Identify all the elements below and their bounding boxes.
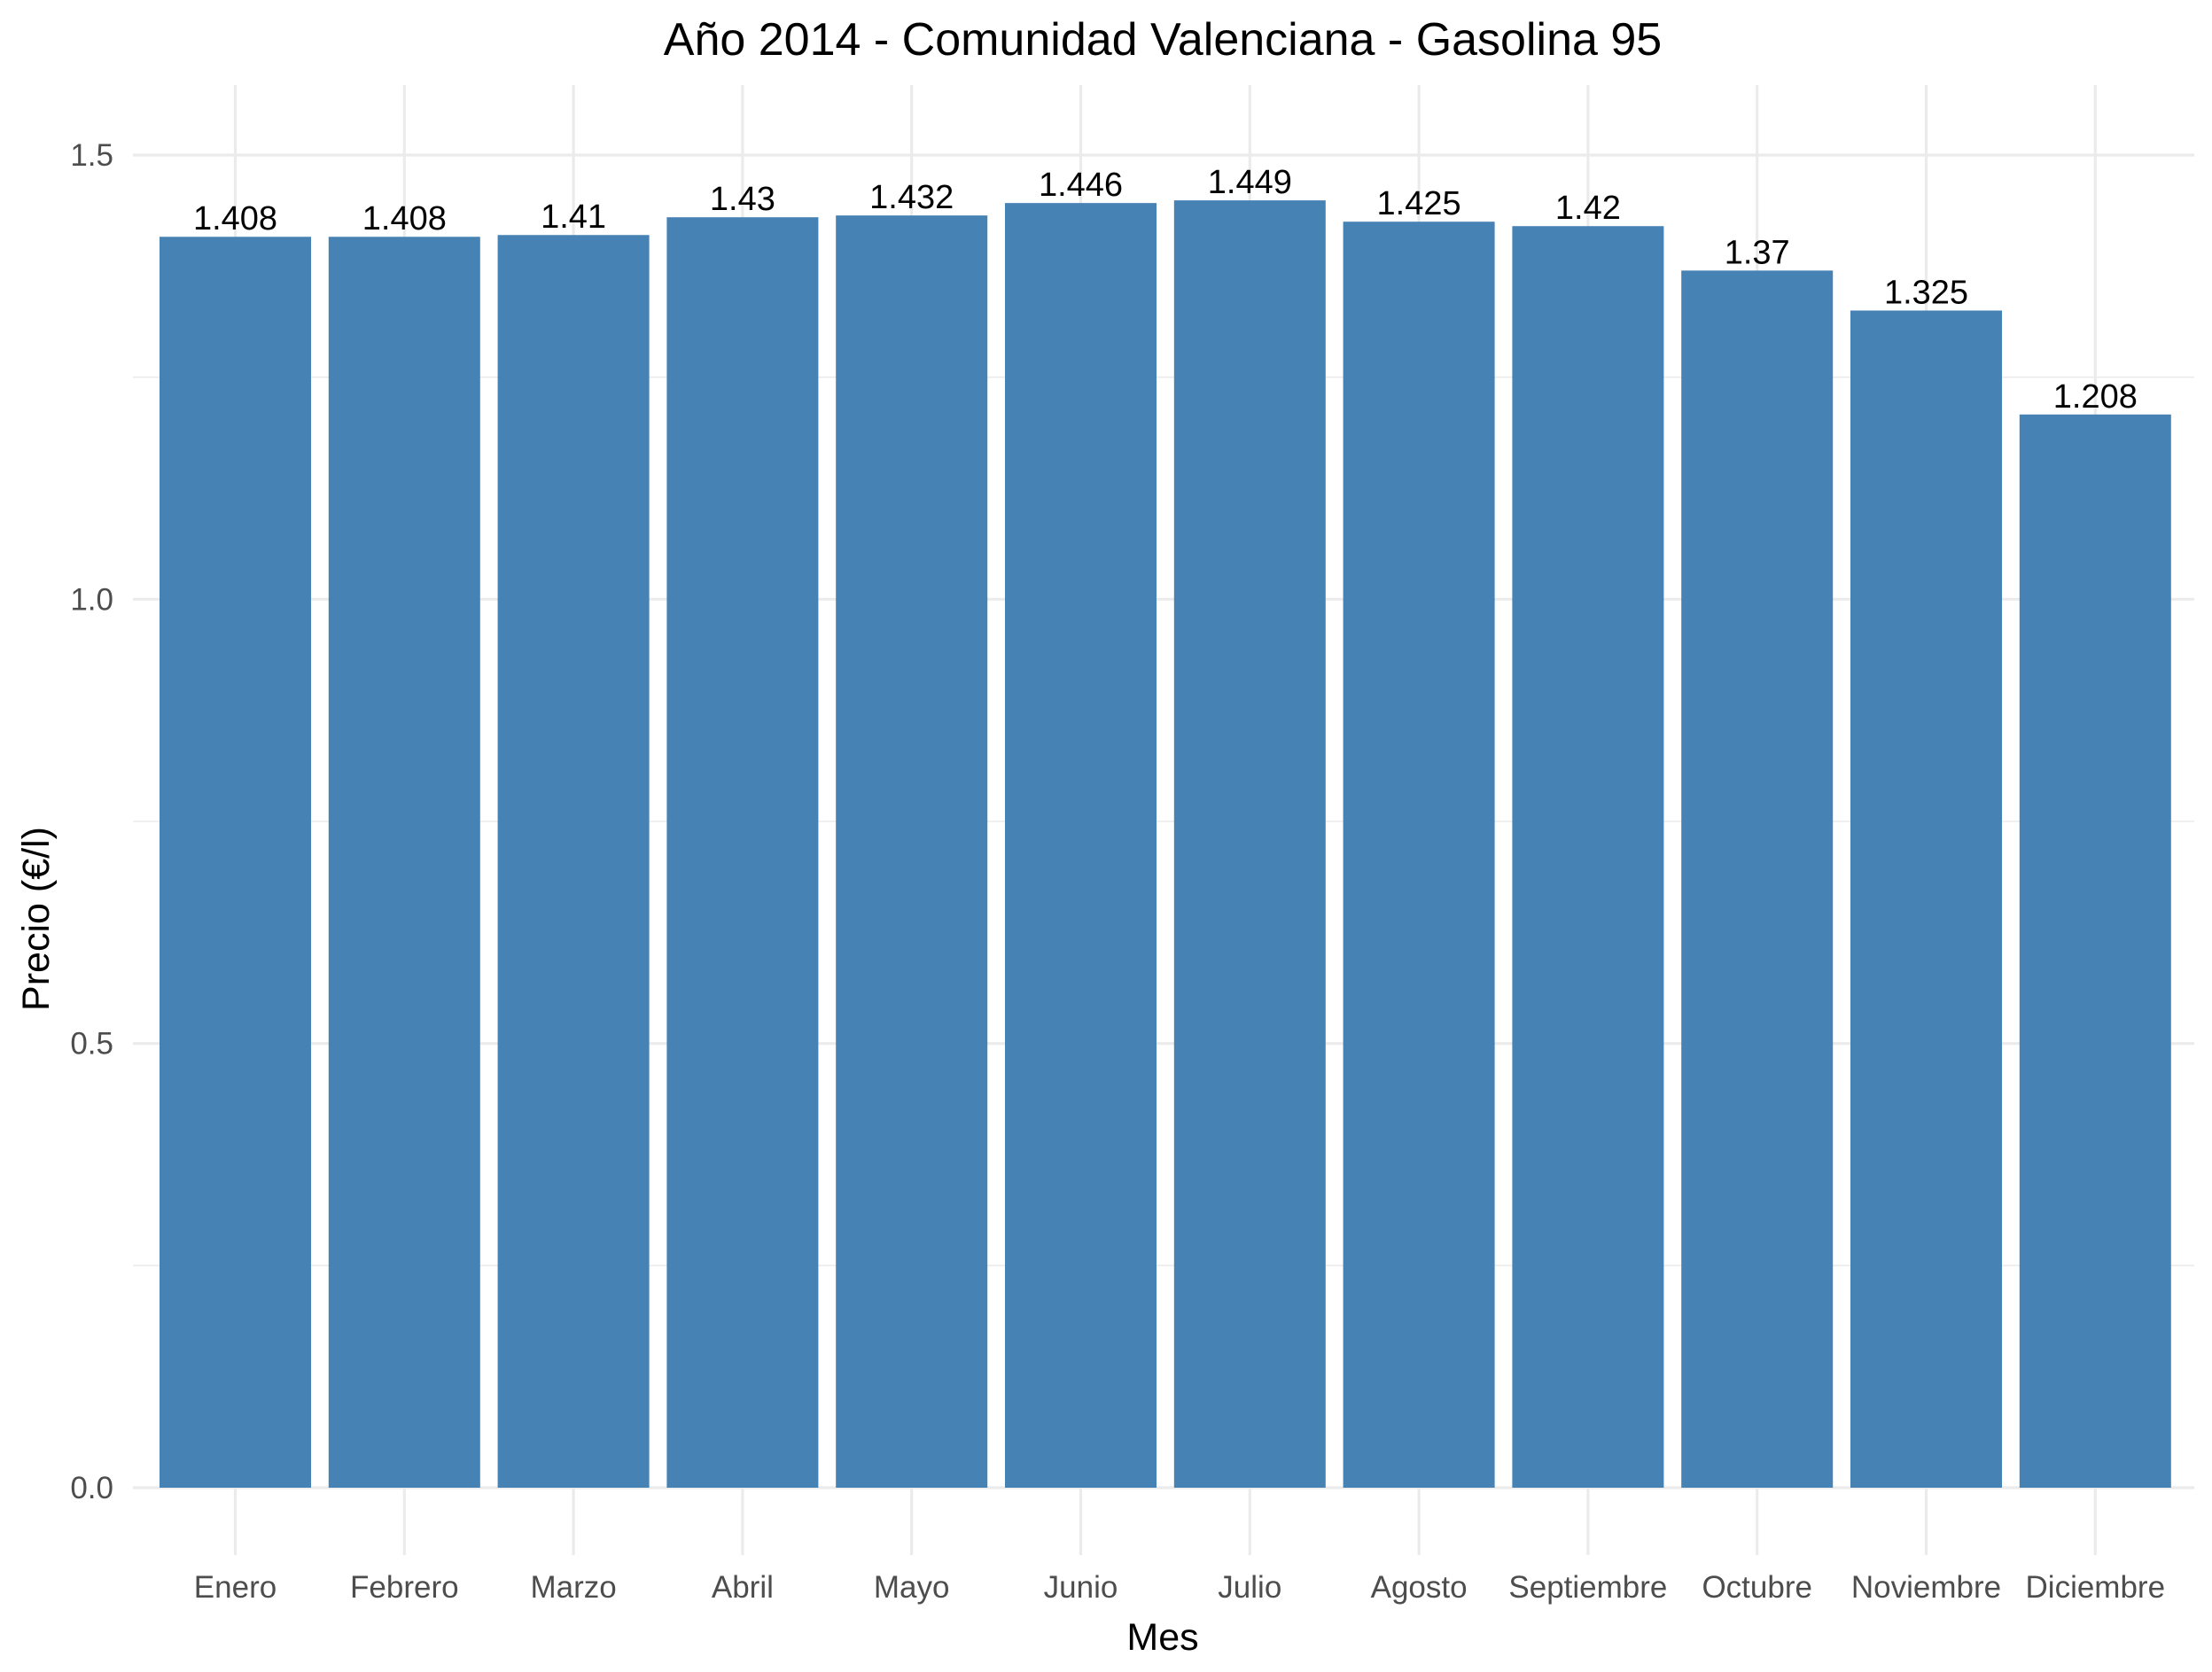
x-tick-label: Febrero	[350, 1570, 459, 1605]
bar-value-labels: 1.408 1.408 1.41 1.43 1.432 1.446 1.449 1.425 1.…	[193, 164, 2138, 416]
bar-value-label: 1.446	[1039, 167, 1123, 204]
bar	[1343, 222, 1495, 1489]
x-tick-label: Julio	[1218, 1570, 1281, 1605]
y-tick-label: 0.5	[70, 1027, 113, 1062]
bars	[160, 200, 2171, 1489]
y-axis: 0.0 0.5 1.0 1.5	[70, 138, 113, 1505]
x-axis: Enero Febrero Marzo Abril Mayo Junio Julio Agos…	[194, 1570, 2165, 1605]
x-tick-label: Agosto	[1371, 1570, 1468, 1605]
bar-value-label: 1.43	[710, 181, 775, 218]
x-tick-label: Septiembre	[1508, 1570, 1667, 1605]
bar	[2019, 414, 2171, 1488]
y-tick-label: 1.0	[70, 582, 113, 617]
bar	[328, 237, 480, 1488]
x-tick-label: Noviembre	[1851, 1570, 2001, 1605]
bar-value-label: 1.432	[869, 179, 954, 216]
bar-value-label: 1.37	[1725, 234, 1790, 271]
bar	[1173, 200, 1326, 1489]
y-axis-title: Precio (€/l)	[15, 827, 58, 1011]
x-tick-label: Junio	[1044, 1570, 1118, 1605]
x-tick-label: Mayo	[874, 1570, 950, 1605]
bar-value-label: 1.42	[1555, 190, 1621, 227]
y-tick-label: 1.5	[70, 138, 113, 173]
x-tick-label: Octubre	[1702, 1570, 1812, 1605]
bar	[1005, 203, 1157, 1488]
bar	[1681, 270, 1834, 1488]
x-axis-title: Mes	[1126, 1616, 1198, 1659]
bar-value-label: 1.208	[2053, 378, 2138, 416]
bar	[497, 235, 650, 1488]
bar-value-label: 1.325	[1884, 274, 1968, 311]
bar-value-label: 1.449	[1208, 164, 1292, 201]
bar-value-label: 1.41	[541, 198, 606, 236]
bar	[836, 215, 988, 1488]
x-tick-label: Enero	[194, 1570, 276, 1605]
x-tick-label: Diciembre	[2026, 1570, 2166, 1605]
bar	[1512, 226, 1664, 1488]
bar-value-label: 1.408	[193, 200, 277, 237]
bar	[160, 237, 311, 1488]
bar-value-label: 1.425	[1377, 185, 1461, 222]
x-tick-label: Marzo	[530, 1570, 616, 1605]
bar	[1850, 310, 2002, 1488]
y-tick-label: 0.0	[70, 1471, 113, 1505]
chart-title: Año 2014 - Comunidad Valenciana - Gasoli…	[664, 14, 1662, 66]
bar	[666, 217, 819, 1489]
x-tick-label: Abril	[712, 1570, 774, 1605]
bar-value-label: 1.408	[362, 200, 447, 237]
